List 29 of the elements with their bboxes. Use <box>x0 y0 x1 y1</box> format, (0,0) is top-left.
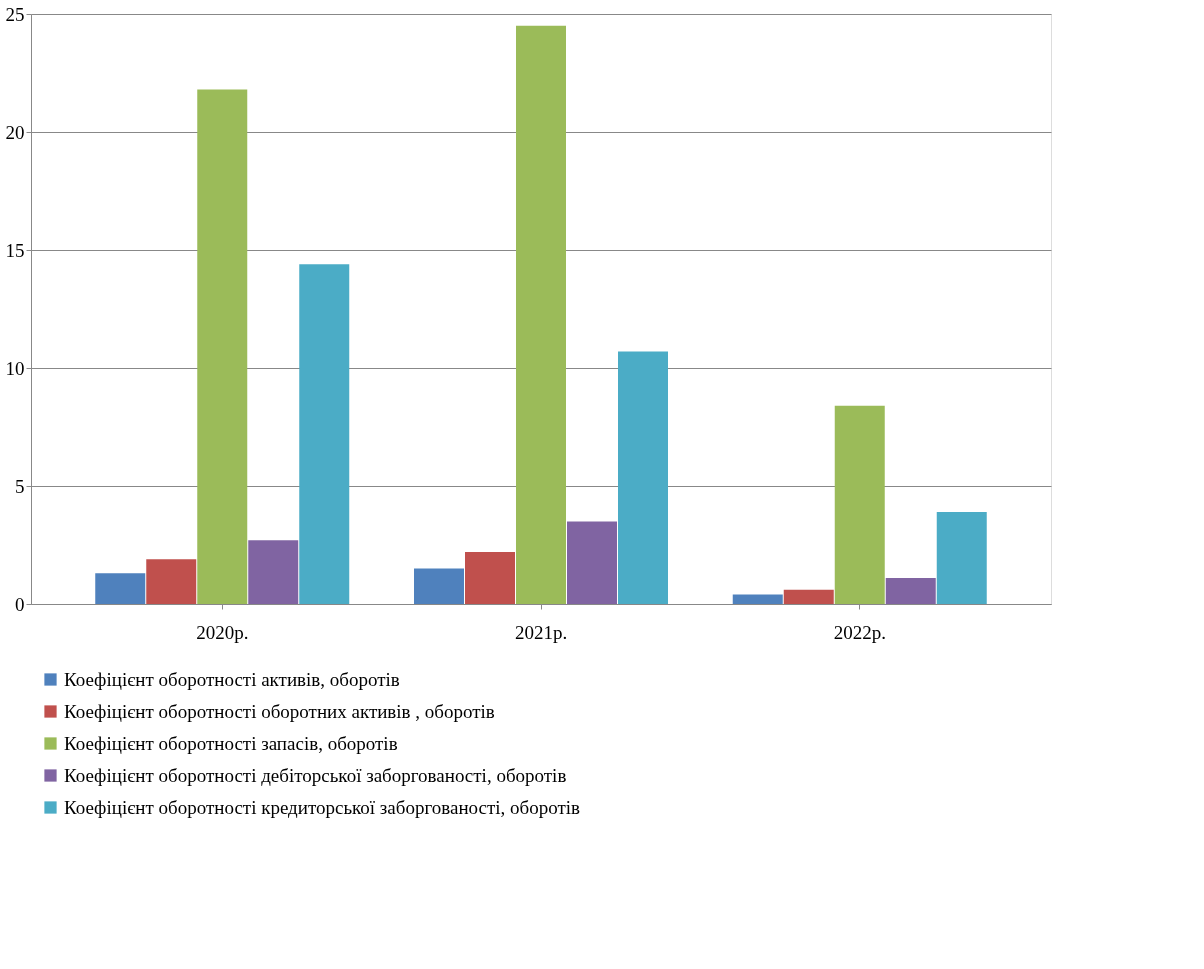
legend-label: Коефіцієнт оборотності оборотних активів , оборотів <box>64 700 495 722</box>
y-tick-label: 10 <box>5 357 25 379</box>
bar <box>95 573 146 604</box>
bar <box>834 405 885 604</box>
legend-label: Коефіцієнт оборотності запасів, оборотів <box>64 732 398 754</box>
bar <box>299 264 350 604</box>
y-tick-label: 15 <box>5 239 25 261</box>
bar <box>516 25 566 604</box>
legend-label: Коефіцієнт оборотності кредиторської заборгованості, оборотів <box>64 796 581 818</box>
bar <box>618 351 668 604</box>
bar <box>567 521 617 604</box>
bar <box>885 578 936 604</box>
x-tick-label: 2020р. <box>196 621 249 643</box>
bar <box>783 589 834 604</box>
x-tick-label: 2021р. <box>514 621 568 643</box>
bar <box>936 511 987 604</box>
bar <box>197 89 248 604</box>
bar <box>465 552 515 604</box>
x-tick-label: 2022р. <box>833 621 886 643</box>
legend-label: Коефіцієнт оборотності активів, оборотів <box>64 668 400 690</box>
y-tick-label: 25 <box>5 3 25 25</box>
bar <box>146 559 197 604</box>
bar <box>248 540 299 604</box>
y-tick-label: 0 <box>15 593 25 615</box>
bar <box>414 568 464 604</box>
y-tick-label: 20 <box>5 121 25 143</box>
legend-label: Коефіцієнт оборотності дебіторської заборгованості, оборотів <box>64 764 567 786</box>
bar <box>732 594 783 604</box>
y-tick-label: 5 <box>15 475 25 497</box>
